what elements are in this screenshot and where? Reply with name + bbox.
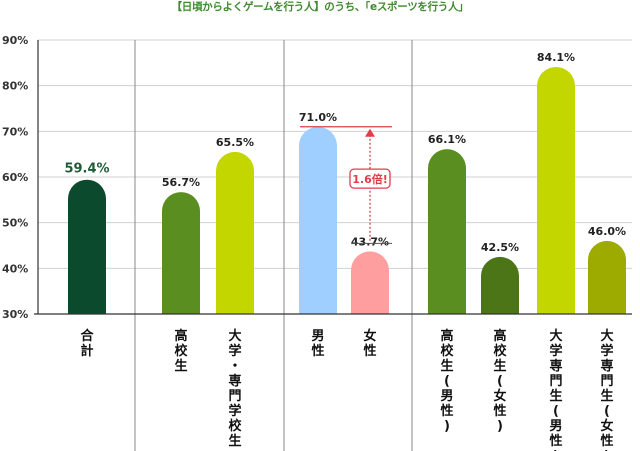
data-label: 46.0% <box>588 225 626 238</box>
y-tick-label: 50% <box>2 217 28 230</box>
y-tick-label: 40% <box>2 262 28 275</box>
value-labels: 59.4% 56.7% 65.5% 71.0% 43.7% 66.1% 42.5% 84.1%… <box>64 51 626 254</box>
bar <box>481 256 519 314</box>
bars <box>68 66 626 315</box>
y-tick-label: 60% <box>2 171 28 184</box>
category-label: 大学専門生(男性) <box>549 328 562 451</box>
category-label: 男性 <box>311 329 324 359</box>
comparison-arrow-head <box>365 128 375 137</box>
bar <box>351 251 389 314</box>
comparison-annotation: 1.6倍! <box>300 126 392 244</box>
axes: 30% 40% 50% 60% 70% 80% 90% <box>2 34 632 321</box>
bar <box>588 240 626 314</box>
data-label: 43.7% <box>351 235 389 248</box>
y-tick-label: 30% <box>2 308 28 321</box>
category-labels: 合計 高校生 大学・専門学校生 男性 女性 高校生(男性) 高校生(女性) 大学専門生(男性)… <box>80 328 613 451</box>
data-label: 59.4% <box>64 162 109 177</box>
comparison-badge-text: 1.6倍! <box>352 172 388 186</box>
category-label: 高校生 <box>174 328 188 374</box>
data-label: 71.0% <box>299 111 337 124</box>
data-label: 65.5% <box>216 136 254 149</box>
category-label: 大学専門生(女性) <box>600 328 613 451</box>
category-label: 合計 <box>80 328 94 359</box>
bar <box>68 179 106 314</box>
chart-title: 【日頃からよくゲームを行う人】のうち、「eスポーツを行う人」 <box>171 1 469 13</box>
data-label: 56.7% <box>162 176 200 189</box>
bar <box>299 126 337 315</box>
bar <box>162 192 200 314</box>
bar <box>216 151 254 314</box>
category-label: 女性 <box>363 328 376 359</box>
category-label: 高校生(男性) <box>440 328 454 434</box>
category-label: 大学・専門学校生 <box>228 328 242 449</box>
group-separators <box>134 40 413 451</box>
y-tick-label: 90% <box>2 34 28 47</box>
comparison-badge <box>349 168 391 189</box>
y-tick-label: 70% <box>2 125 28 138</box>
category-label: 高校生(女性) <box>493 328 507 434</box>
data-label: 84.1% <box>537 51 575 64</box>
bar <box>537 66 575 315</box>
data-label: 66.1% <box>428 133 466 146</box>
data-label: 42.5% <box>481 241 519 254</box>
bar <box>428 149 466 314</box>
y-tick-label: 80% <box>2 80 28 93</box>
